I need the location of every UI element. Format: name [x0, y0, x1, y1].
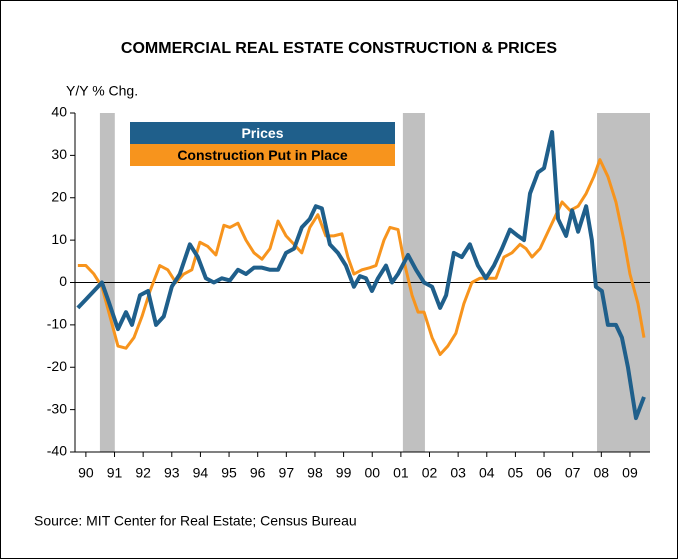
x-tick-label: 99 [336, 465, 352, 481]
x-tick-label: 03 [450, 465, 466, 481]
y-tick-label: -40 [47, 443, 67, 459]
y-tick-label: -20 [47, 358, 67, 374]
x-tick-label: 91 [107, 465, 123, 481]
legend: Prices Construction Put in Place [130, 122, 395, 166]
x-tick-label: 90 [78, 465, 94, 481]
x-tick-label: 92 [135, 465, 151, 481]
chart-title: COMMERCIAL REAL ESTATE CONSTRUCTION & PR… [120, 40, 558, 57]
x-tick-label: 09 [622, 465, 638, 481]
x-tick-label: 04 [479, 465, 495, 481]
source: Source: MIT Center for Real Estate; Cens… [34, 513, 357, 529]
x-tick-label: 05 [508, 465, 524, 481]
x-tick-label: 97 [279, 465, 295, 481]
x-tick-label: 93 [164, 465, 180, 481]
x-tick-label: 00 [364, 465, 380, 481]
y-tick-label: 40 [51, 104, 67, 120]
x-tick-label: 06 [536, 465, 552, 481]
y-tick-label: -10 [47, 316, 67, 332]
x-tick-label: 98 [307, 465, 323, 481]
x-tick-label: 07 [565, 465, 581, 481]
x-tick-label: 95 [221, 465, 237, 481]
y-tick-label: 20 [51, 188, 67, 204]
x-tick-label: 02 [422, 465, 438, 481]
y-tick-label: 30 [51, 146, 67, 162]
legend-entry: Construction Put in Place [130, 144, 395, 166]
y-tick-label: 0 [59, 273, 67, 289]
x-tick-label: 08 [594, 465, 610, 481]
y-tick-label: 10 [51, 231, 67, 247]
x-tick-label: 01 [393, 465, 409, 481]
x-tick-label: 96 [250, 465, 266, 481]
x-tick-label: 94 [193, 465, 209, 481]
series-line [76, 130, 646, 421]
y-tick-label: -30 [47, 400, 67, 416]
y-axis-label: Y/Y % Chg. [66, 83, 138, 99]
legend-entry: Prices [130, 122, 395, 144]
